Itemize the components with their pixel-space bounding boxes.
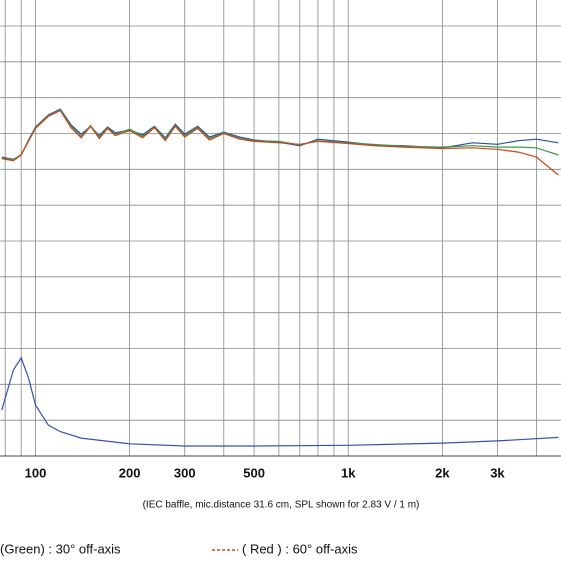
x-tick-label: 100 — [25, 465, 47, 480]
series-line — [1, 109, 559, 176]
legend-label: ( Red ) : 60° off-axis — [242, 541, 358, 556]
series-line — [1, 356, 559, 447]
series-line — [1, 108, 559, 160]
x-tick-label: 200 — [119, 465, 141, 480]
x-tick-label: 3k — [490, 465, 505, 480]
x-tick-label: 300 — [174, 465, 196, 480]
x-tick-label: 500 — [243, 465, 265, 480]
chart-note: (IEC baffle, mic.distance 31.6 cm, SPL s… — [143, 500, 420, 511]
x-tick-label: 2k — [435, 465, 450, 480]
series-line — [1, 109, 559, 161]
x-tick-label: 1k — [341, 465, 356, 480]
legend-label: (Green) : 30° off-axis — [0, 541, 121, 556]
